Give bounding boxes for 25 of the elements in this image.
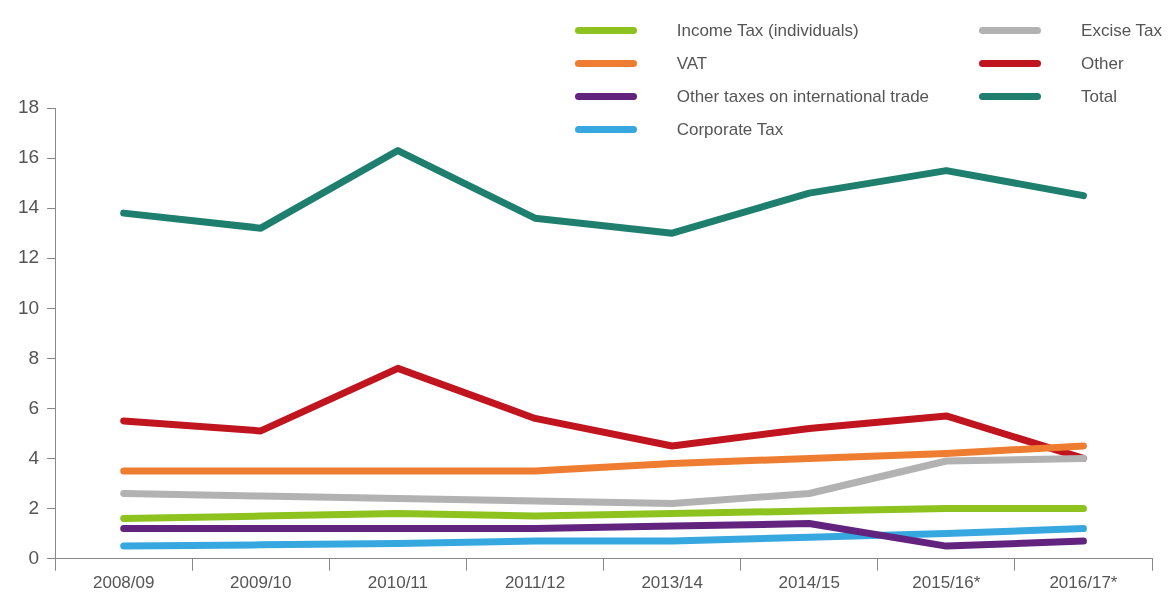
y-tick-label: 4	[28, 446, 40, 468]
y-tick-label: 16	[17, 146, 40, 168]
legend-label: Excise Tax	[1081, 20, 1162, 41]
legend-label: Other	[1081, 53, 1124, 74]
y-tick-label: 12	[17, 246, 40, 268]
y-tick-label: 0	[28, 546, 40, 568]
y-tick-label: 8	[28, 346, 40, 368]
legend-label: Other taxes on international trade	[676, 86, 930, 107]
x-tick-label: 2014/15	[778, 573, 840, 593]
legend-label: Total	[1081, 86, 1117, 107]
x-tick-label: 2013/14	[641, 573, 703, 593]
y-tick-label: 10	[17, 296, 40, 318]
y-tick-label: 18	[17, 96, 40, 118]
y-tick-label: 6	[28, 396, 40, 418]
legend-label: Income Tax (individuals)	[676, 20, 859, 41]
y-tick-label: 2	[28, 496, 40, 518]
legend-label: Corporate Tax	[676, 119, 784, 140]
legend-label: VAT	[676, 53, 708, 74]
x-tick-label: 2009/10	[230, 573, 292, 593]
y-tick-label: 14	[17, 196, 40, 218]
x-tick-label: 2010/11	[367, 573, 429, 593]
x-tick-label: 2008/09	[92, 573, 155, 593]
x-tick-label: 2011/12	[504, 573, 566, 593]
x-tick-label: 2015/16*	[912, 573, 981, 593]
x-tick-label: 2016/17*	[1049, 573, 1118, 593]
